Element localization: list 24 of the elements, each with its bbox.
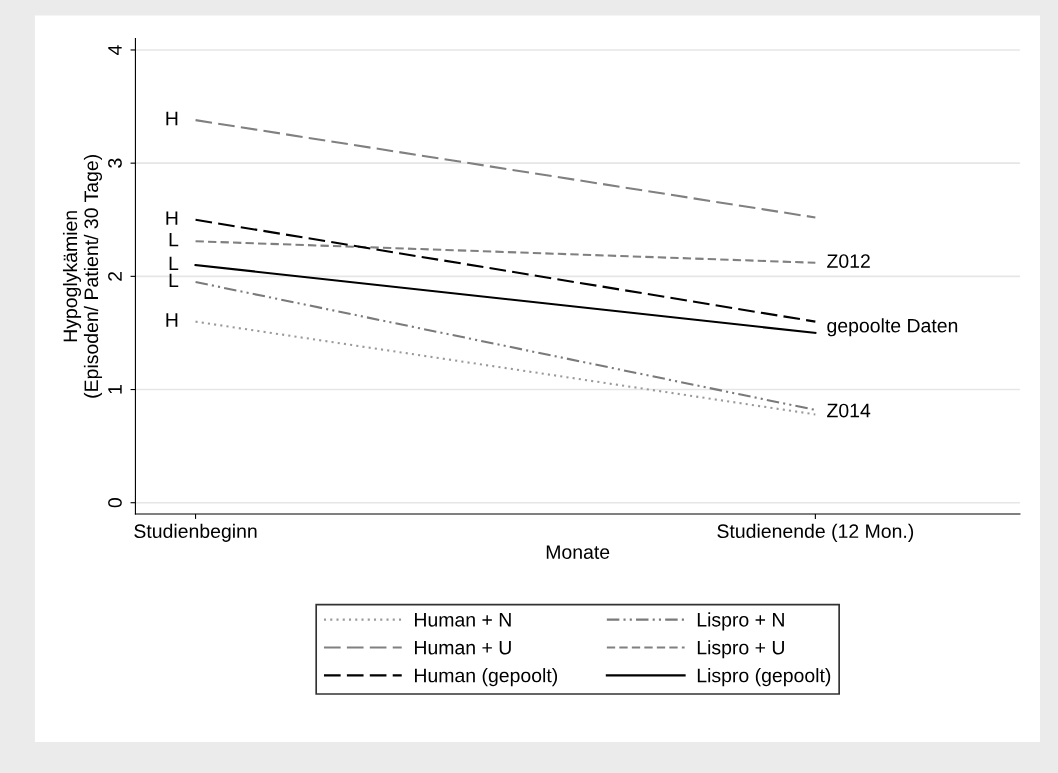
y-axis-title: Hypoglykämien (Episoden/ Patient/ 30 Tage) — [62, 155, 103, 398]
x-axis-title: Monate — [546, 545, 610, 559]
annotation: H — [166, 313, 178, 327]
legend-label: Human + N — [415, 613, 511, 627]
y-tick-label: 1 — [108, 385, 122, 394]
y-tick-label: 0 — [108, 498, 122, 508]
annotation: Z014 — [827, 403, 871, 418]
x-tick-label: Studienbeginn — [134, 523, 257, 542]
annotation: H — [166, 111, 178, 126]
y-tick-label: 4 — [108, 45, 122, 55]
legend-label: Human + U — [415, 640, 511, 655]
x-tick-label: Studienende (12 Mon.) — [717, 523, 914, 542]
annotation: Z012 — [827, 254, 870, 268]
annotation: H — [166, 211, 178, 225]
legend-label: Lispro + U — [697, 640, 784, 659]
legend-label: Human (gepoolt) — [415, 668, 558, 687]
annotation: L — [169, 273, 179, 288]
y-tick-label: 3 — [108, 158, 122, 168]
legend-label: Lispro (gepoolt) — [697, 668, 831, 687]
y-tick-label: 2 — [108, 271, 122, 281]
annotation: gepoolte Daten — [827, 318, 958, 337]
legend-label: Lispro + N — [697, 612, 784, 631]
annotation: L — [169, 232, 179, 247]
annotation: L — [169, 256, 179, 271]
